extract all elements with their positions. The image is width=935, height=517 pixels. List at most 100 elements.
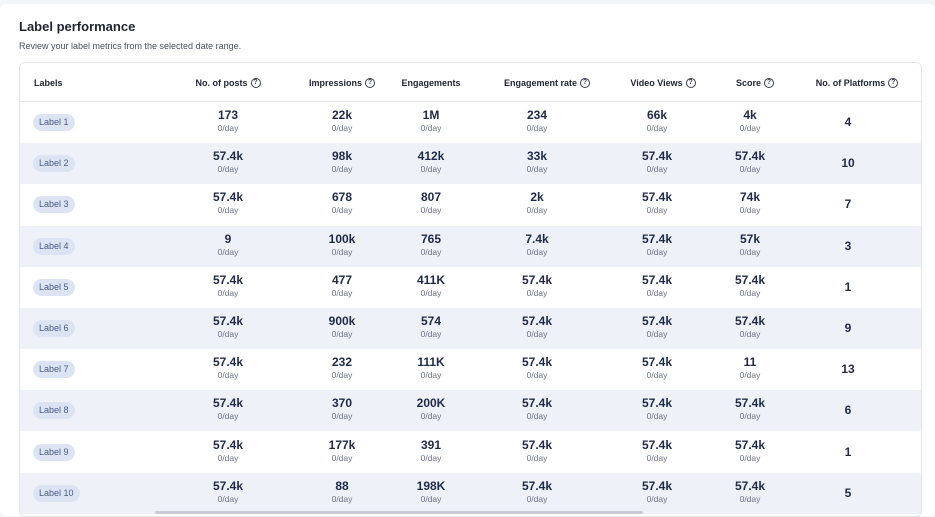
metric-per-day: 0/day bbox=[739, 452, 761, 463]
column-header-label: Score bbox=[735, 77, 761, 88]
label-tag[interactable]: Label 7 bbox=[33, 361, 75, 379]
metric-value: 232 bbox=[331, 355, 353, 370]
metric-value: 57.4k bbox=[521, 272, 553, 287]
column-header-platforms[interactable]: No. of Platforms ? bbox=[792, 63, 921, 102]
metric-per-day: 0/day bbox=[217, 452, 239, 463]
column-header-label: Engagements bbox=[401, 77, 461, 88]
table-row[interactable]: Label 10 57.4k 0/day 88 0/day 198K 0/day 57.4k 0… bbox=[20, 472, 921, 514]
metric-per-day: 0/day bbox=[739, 246, 761, 257]
cell-video-views: 57.4k 0/day bbox=[597, 396, 717, 426]
metric-per-day: 0/day bbox=[217, 493, 239, 504]
cell-engagements: 1M 0/day bbox=[371, 108, 491, 138]
metric-value: 57k bbox=[739, 231, 761, 246]
info-icon[interactable]: ? bbox=[250, 77, 261, 88]
metric-value: 57.4k bbox=[212, 437, 244, 452]
cell-posts: 57.4k 0/day bbox=[168, 479, 288, 509]
table-row[interactable]: Label 4 9 0/day 100k 0/day 765 0/day 7.4k 0/day 5… bbox=[20, 225, 921, 267]
metric-value: 57.4k bbox=[212, 272, 244, 287]
metric-per-day: 0/day bbox=[526, 411, 548, 422]
cell-video-views: 57.4k 0/day bbox=[597, 438, 717, 468]
metric-value: 678 bbox=[331, 190, 353, 205]
label-tag[interactable]: Label 10 bbox=[33, 484, 80, 502]
label-tag[interactable]: Label 9 bbox=[33, 443, 75, 461]
metric-value: 57.4k bbox=[521, 437, 553, 452]
metric-value: 900k bbox=[328, 314, 356, 328]
info-icon[interactable]: ? bbox=[580, 77, 591, 88]
metric-value: 4k bbox=[743, 108, 757, 122]
cell-platforms: 4 bbox=[844, 115, 852, 129]
label-tag[interactable]: Label 2 bbox=[33, 155, 75, 173]
metric-value: 57.4k bbox=[212, 190, 244, 205]
metric-value: 57.4k bbox=[641, 231, 673, 246]
metric-value: 1M bbox=[422, 108, 440, 122]
cell-engagements: 574 0/day bbox=[371, 314, 491, 344]
metric-value: 11 bbox=[743, 355, 757, 370]
cell-engagements: 391 0/day bbox=[371, 438, 491, 468]
cell-video-views: 57.4k 0/day bbox=[597, 479, 717, 509]
column-header-labels[interactable]: Labels bbox=[34, 63, 63, 102]
horizontal-scrollbar[interactable] bbox=[20, 510, 921, 516]
column-header-impressions[interactable]: Impressions ? bbox=[282, 63, 402, 102]
table-row[interactable]: Label 8 57.4k 0/day 370 0/day 200K 0/day 57.4k 0… bbox=[20, 390, 921, 432]
label-tag[interactable]: Label 6 bbox=[33, 320, 75, 337]
info-icon[interactable]: ? bbox=[888, 77, 899, 88]
metric-per-day: 0/day bbox=[217, 287, 239, 298]
label-tag[interactable]: Label 1 bbox=[33, 114, 75, 131]
cell-impressions: 477 0/day bbox=[282, 273, 402, 303]
metric-per-day: 0/day bbox=[646, 370, 668, 381]
metric-per-day: 0/day bbox=[420, 452, 442, 463]
metric-value: 173 bbox=[217, 108, 239, 122]
metric-value: 88 bbox=[335, 478, 349, 493]
label-tag[interactable]: Label 3 bbox=[33, 196, 75, 214]
cell-video-views: 66k 0/day bbox=[597, 108, 717, 138]
metric-per-day: 0/day bbox=[420, 246, 442, 257]
table-row[interactable]: Label 3 57.4k 0/day 678 0/day 807 0/day 2k 0/day… bbox=[20, 184, 921, 225]
cell-posts: 57.4k 0/day bbox=[168, 396, 288, 426]
table-row[interactable]: Label 1 173 0/day 22k 0/day 1M 0/day 234 0/day 66… bbox=[20, 102, 921, 143]
metric-per-day: 0/day bbox=[526, 452, 548, 463]
metric-per-day: 0/day bbox=[420, 493, 442, 504]
metric-per-day: 0/day bbox=[739, 329, 761, 339]
metric-value: 57.4k bbox=[734, 478, 766, 493]
table-row[interactable]: Label 9 57.4k 0/day 177k 0/day 391 0/day 57.4k 0… bbox=[20, 432, 921, 473]
cell-engagement-rate: 234 0/day bbox=[477, 108, 597, 138]
column-header-video-views[interactable]: Video Views ? bbox=[603, 63, 723, 102]
cell-video-views: 57.4k 0/day bbox=[597, 190, 717, 220]
table-row[interactable]: Label 5 57.4k 0/day 477 0/day 411K 0/day 57.4k 0… bbox=[20, 267, 921, 308]
column-header-posts[interactable]: No. of posts ? bbox=[168, 63, 288, 102]
column-header-engagement-rate[interactable]: Engagement rate ? bbox=[477, 63, 617, 102]
info-icon[interactable]: ? bbox=[685, 77, 696, 88]
table-row[interactable]: Label 7 57.4k 0/day 232 0/day 111K 0/day 57.4k 0… bbox=[20, 349, 921, 390]
table-row[interactable]: Label 2 57.4k 0/day 98k 0/day 412k 0/day 33k 0/d… bbox=[20, 143, 921, 185]
metric-per-day: 0/day bbox=[739, 164, 761, 175]
metric-per-day: 0/day bbox=[331, 246, 353, 257]
label-tag[interactable]: Label 8 bbox=[33, 402, 75, 420]
metric-value: 2k bbox=[530, 190, 544, 205]
label-tag[interactable]: Label 5 bbox=[33, 278, 75, 296]
metric-value: 9 bbox=[224, 231, 232, 246]
cell-engagements: 200K 0/day bbox=[371, 396, 491, 426]
metric-value: 57.4k bbox=[641, 190, 673, 205]
column-header-engagements[interactable]: Engagements bbox=[371, 63, 491, 102]
metric-value: 57.4k bbox=[521, 478, 553, 493]
cell-score: 11 0/day bbox=[690, 355, 810, 385]
metric-per-day: 0/day bbox=[526, 329, 548, 339]
metric-per-day: 0/day bbox=[646, 246, 668, 257]
column-header-score[interactable]: Score ? bbox=[695, 63, 815, 102]
cell-impressions: 177k 0/day bbox=[282, 438, 402, 468]
cell-score: 74k 0/day bbox=[690, 190, 810, 220]
cell-impressions: 88 0/day bbox=[282, 479, 402, 509]
scrollbar-thumb[interactable] bbox=[155, 511, 643, 514]
info-icon[interactable]: ? bbox=[764, 77, 774, 88]
metric-per-day: 0/day bbox=[217, 205, 239, 216]
cell-platforms: 7 bbox=[844, 197, 852, 212]
table-row[interactable]: Label 6 57.4k 0/day 900k 0/day 574 0/day 57.4k 0… bbox=[20, 308, 921, 349]
metric-per-day: 0/day bbox=[526, 493, 548, 504]
metric-per-day: 0/day bbox=[331, 205, 353, 216]
info-icon[interactable]: ? bbox=[365, 77, 376, 88]
metric-per-day: 0/day bbox=[526, 246, 548, 257]
label-tag[interactable]: Label 4 bbox=[33, 237, 75, 255]
metric-per-day: 0/day bbox=[739, 205, 761, 216]
metric-per-day: 0/day bbox=[526, 205, 548, 216]
metric-per-day: 0/day bbox=[420, 164, 442, 175]
